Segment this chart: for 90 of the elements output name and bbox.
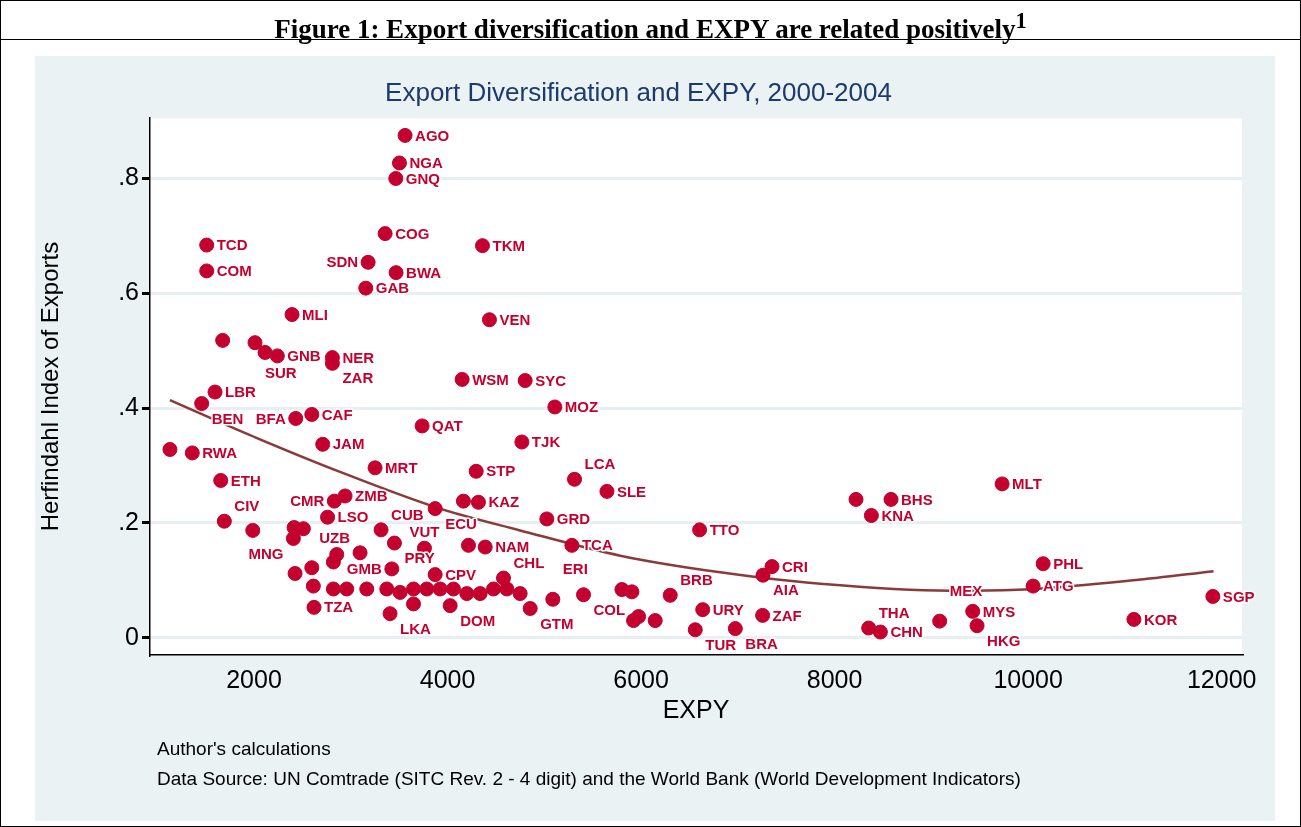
data-label: PRY: [404, 549, 435, 567]
chart-title: Figure 1: Export diversification and EXPY are related positively$^{1}$: [273, 7, 1028, 44]
data-label: GAB: [375, 279, 410, 297]
data-label: GRD: [556, 510, 591, 528]
y-tick-label: 0: [125, 621, 139, 650]
data-label: SUR: [264, 363, 297, 381]
data-label: ZAR: [342, 369, 374, 387]
data-label: AIA: [773, 581, 800, 599]
data-label: TCD: [216, 236, 248, 254]
data-label: LKA: [400, 619, 432, 637]
data-label: AGO: [415, 126, 450, 144]
data-label: HKG: [987, 631, 1021, 649]
data-label: CAF: [321, 405, 353, 423]
data-label: NER: [342, 348, 375, 366]
data-label: KOR: [1143, 610, 1178, 628]
data-label: DOM: [460, 611, 496, 629]
data-label: CHL: [513, 554, 545, 572]
data-label: COM: [216, 262, 252, 280]
data-label: KNA: [881, 506, 915, 524]
data-label: UZB: [319, 528, 351, 546]
text: Author's calculations: [157, 737, 332, 761]
data-label: MLT: [1012, 475, 1042, 493]
data-label: BRB: [680, 571, 713, 589]
data-label: LSO: [337, 508, 369, 526]
data-label: SLE: [616, 482, 647, 500]
data-label: BWA: [406, 263, 442, 281]
data-label: SGP: [1222, 587, 1255, 605]
chart-subtitle: Export Diversification and EXPY, 2000-2004: [385, 76, 892, 107]
data-label: GTM: [540, 614, 574, 632]
data-label: PHL: [1053, 554, 1084, 572]
data-label: CIV: [234, 497, 260, 515]
data-label: URY: [712, 600, 744, 618]
data-label: MOZ: [564, 398, 599, 416]
data-label: BFA: [255, 409, 286, 427]
data-label: SDN: [326, 253, 359, 271]
data-label: BHS: [901, 490, 933, 508]
y-tick-label: .4: [118, 392, 140, 421]
data-label: NAM: [495, 538, 530, 556]
data-label: RWA: [202, 444, 238, 462]
y-tick-label: .8: [118, 162, 139, 191]
data-label: VEN: [499, 310, 531, 328]
data-label: QAT: [432, 417, 463, 435]
data-label: WSM: [472, 370, 509, 388]
data-label: BEN: [211, 409, 244, 427]
data-label: GNB: [287, 347, 321, 365]
x-tick-label: 2000: [226, 664, 282, 693]
data-label: CMR: [290, 492, 325, 510]
x-tick-label: 4000: [419, 664, 476, 693]
data-label: JAM: [332, 435, 365, 453]
data-label: ETH: [230, 471, 261, 489]
x-tick-label: 12000: [1186, 664, 1257, 693]
data-label: CPV: [445, 565, 477, 583]
data-label: CHN: [890, 623, 923, 641]
data-label: MYS: [982, 602, 1016, 620]
data-label: SYC: [535, 371, 567, 389]
data-label: TZA: [324, 598, 354, 616]
data-label: MLI: [302, 305, 328, 323]
data-label: CUB: [391, 505, 424, 523]
data-label: ECU: [445, 514, 477, 532]
data-label: STP: [486, 462, 516, 480]
data-label: LCA: [584, 455, 616, 473]
source-note: Data Source: UN Comtrade (SITC Rev. 2 - 4 digit) and the World Bank (World Development Indicators): [157, 767, 1021, 791]
data-label: NGA: [409, 154, 443, 172]
data-label: ZAF: [772, 606, 802, 624]
data-label: TKM: [492, 236, 525, 254]
data-label: MNG: [248, 544, 284, 562]
data-label: TUR: [705, 635, 737, 653]
y-axis-title: Herfindahl Index of Exports: [36, 241, 64, 532]
data-label: LBR: [225, 383, 257, 401]
data-label: BRA: [745, 634, 778, 652]
data-label: VUT: [409, 523, 440, 541]
data-label: TJK: [531, 433, 561, 451]
x-axis-title: EXPY: [662, 694, 730, 723]
data-label: KAZ: [488, 493, 520, 511]
x-tick-label: 6000: [613, 664, 669, 693]
x-tick-label: 10000: [993, 664, 1063, 693]
x-tick-label: 8000: [806, 664, 863, 693]
data-label: TTO: [709, 520, 740, 538]
data-label: THA: [878, 604, 910, 622]
data-label: GNQ: [405, 169, 441, 187]
data-label: COG: [395, 224, 430, 242]
y-tick-label: .6: [118, 277, 139, 306]
data-label: CRI: [782, 557, 808, 575]
data-label: GMB: [346, 560, 382, 578]
data-label: COL: [593, 600, 626, 618]
data-label: ERI: [562, 560, 588, 578]
data-label: TCA: [581, 536, 613, 554]
y-tick-label: .2: [118, 506, 139, 535]
data-label: ZMB: [355, 487, 388, 505]
data-label: MRT: [385, 458, 418, 476]
